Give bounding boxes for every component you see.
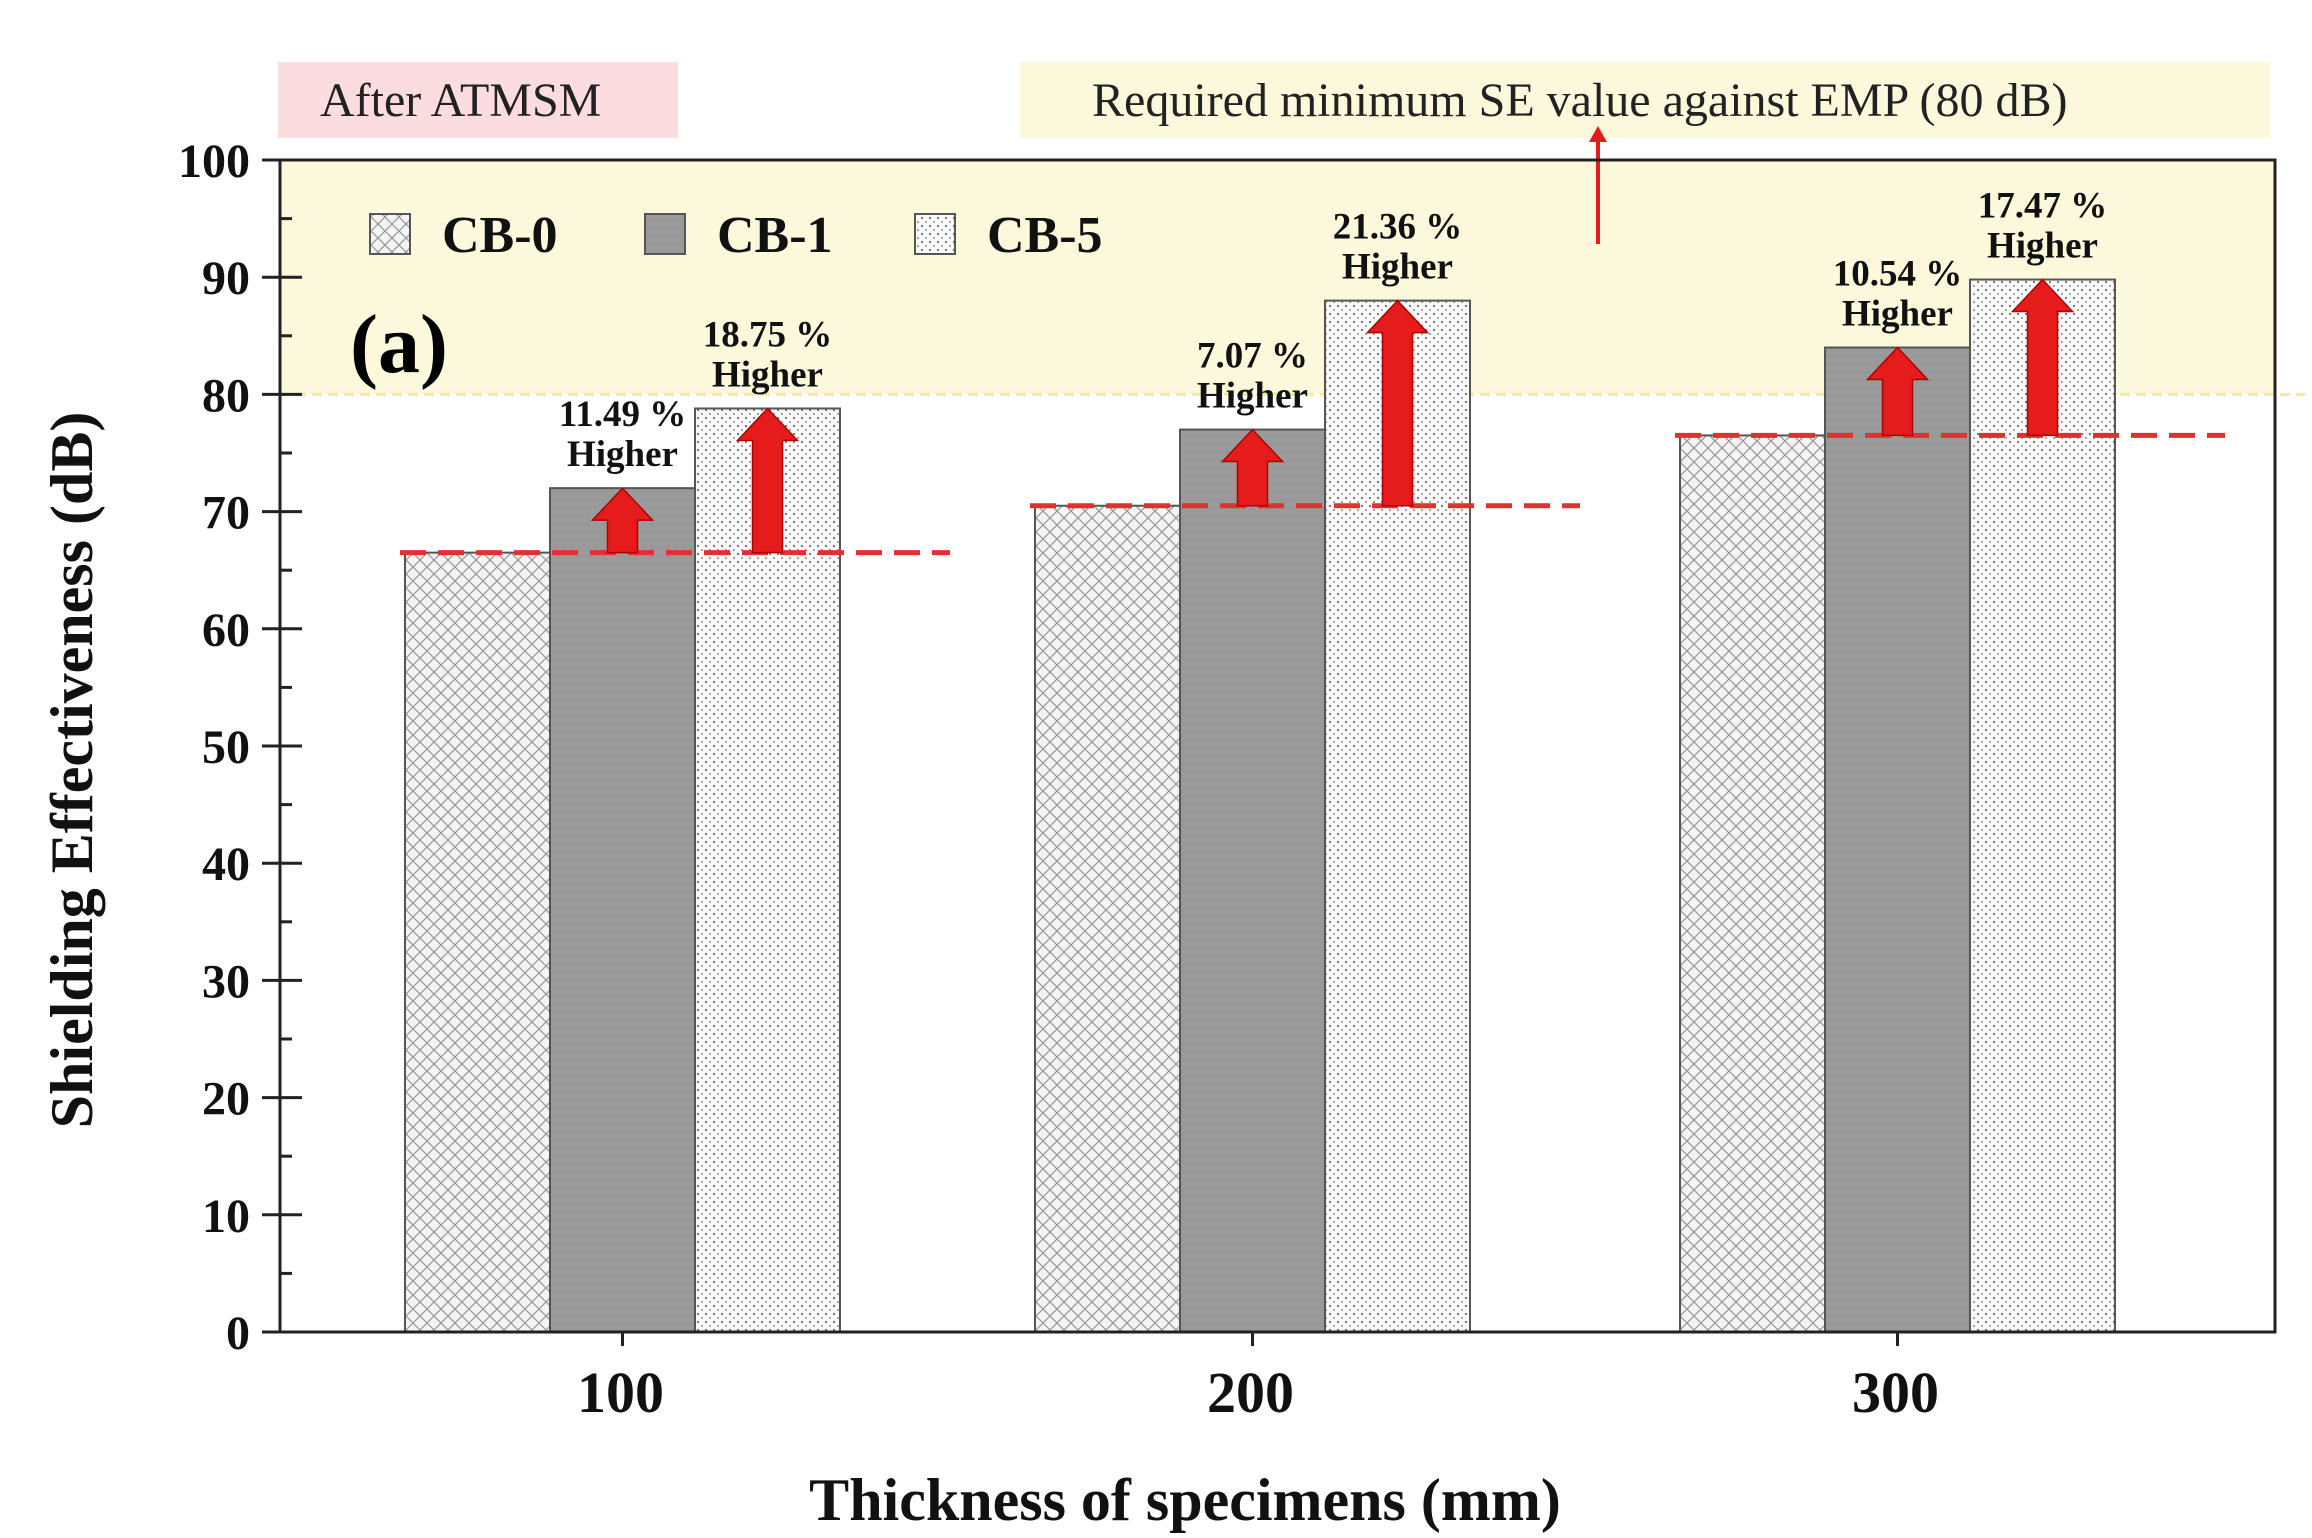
y-tick-label: 40 [202,838,250,891]
annotation-percent-cb-1-200: 7.07 % [1197,336,1308,377]
y-tick-label: 10 [202,1190,250,1243]
annotation-text-cb-5-300: Higher [1987,226,2098,267]
y-axis-title: Shielding Effectiveness (dB) [39,412,105,1129]
annotation-text-cb-1-200: Higher [1197,376,1308,417]
arrow-cb-1-300-icon [1865,346,1930,437]
condition-banner [278,62,678,138]
x-tick-label: 300 [1852,1360,1939,1425]
bar-cb-0-300 [1679,434,1826,1334]
bar-cb-1-300 [1824,346,1971,1333]
y-tick-label: 50 [202,721,250,774]
arrow-cb-5-100-icon [735,407,800,554]
y-tick-label: 0 [226,1307,250,1360]
annotation-text-cb-5-200: Higher [1342,247,1453,288]
threshold-label: Required minimum SE value against EMP (8… [1092,74,2067,127]
y-tick-label: 70 [202,487,250,540]
y-tick-label: 60 [202,604,250,657]
x-ticks: 100 200 300 [577,1332,1939,1425]
annotation-percent-cb-1-100: 11.49 % [559,394,686,435]
arrow-cb-1-200-icon [1220,428,1285,507]
y-tick-label: 30 [202,955,250,1008]
legend-swatch-cb-1 [644,213,686,255]
y-tick-label: 100 [178,135,250,188]
y-tick-label: 90 [202,252,250,305]
bar-cb-1-200 [1179,428,1326,1333]
legend-swatch-cb-5 [914,213,956,255]
x-axis-title: Thickness of specimens (mm) [809,1467,1561,1533]
threshold-arrow-icon [1589,126,1607,244]
arrow-cb-5-300-icon [2010,278,2075,437]
baselines-group [400,432,2225,556]
legend-label-cb-5: CB-5 [987,207,1103,264]
legend-swatch-cb-0 [369,213,411,255]
legend-label-cb-0: CB-0 [442,207,558,264]
legend-label-cb-1: CB-1 [717,207,833,264]
arrow-cb-5-200-icon [1365,299,1430,507]
y-ticks: 0 10 20 30 40 50 60 70 80 90 100 [178,135,302,1360]
y-tick-label: 80 [202,369,250,422]
bars-group [404,278,2116,1334]
annotation-text-cb-1-300: Higher [1842,294,1953,335]
panel-label: (a) [350,298,448,391]
bar-cb-0-200 [1034,504,1181,1333]
annotation-percent-cb-5-300: 17.47 % [1978,186,2108,227]
y-tick-label: 20 [202,1073,250,1126]
bar-cb-0-100 [404,551,551,1333]
threshold-arrow-head [1589,126,1607,142]
threshold-banner [1020,62,2270,138]
annotation-percent-cb-1-300: 10.54 % [1833,254,1963,295]
legend: CB-0 CB-1 CB-5 [369,207,1103,264]
annotation-text-cb-1-100: Higher [567,434,678,475]
x-tick-label: 100 [577,1360,664,1425]
x-tick-label: 200 [1207,1360,1294,1425]
arrow-cb-1-100-icon [590,487,655,554]
annotation-percent-cb-5-200: 21.36 % [1333,207,1463,248]
annotation-percent-cb-5-100: 18.75 % [703,314,833,355]
bar-cb-1-100 [549,487,696,1334]
arrows-group [590,278,2075,554]
condition-label: After ATMSM [320,74,601,127]
annotation-text-cb-5-100: Higher [712,354,823,395]
